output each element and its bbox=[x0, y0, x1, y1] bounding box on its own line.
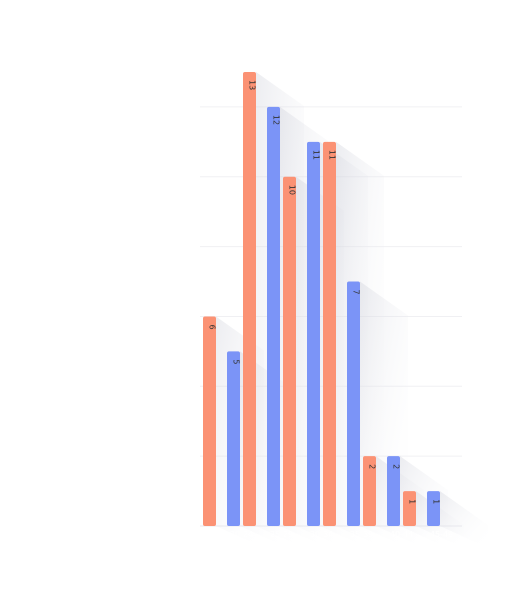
bar-40-44-series-1 bbox=[387, 456, 400, 526]
bar-40-44-series-1-value-label: 2 bbox=[392, 464, 401, 469]
bar-20-24-series-1 bbox=[227, 351, 240, 526]
bar-30-34-series-1-value-label: 11 bbox=[312, 150, 321, 160]
x-tick-label: 20-24 bbox=[230, 530, 253, 539]
bar-35-39-series-1 bbox=[347, 281, 360, 526]
bar-leading bbox=[203, 316, 216, 526]
bar-35-39-series-2-value-label: 2 bbox=[368, 464, 377, 469]
bar-45-49-series-1-shadow bbox=[440, 491, 488, 548]
bar-20-24-series-1-value-label: 5 bbox=[232, 359, 241, 364]
x-tick-label: 35-39 bbox=[350, 530, 373, 539]
x-tick-label: 40-44 bbox=[390, 530, 413, 539]
x-tick-label: 45-49 bbox=[430, 530, 453, 539]
bar-30-34-series-1 bbox=[307, 141, 320, 526]
bar-30-34-series-2-value-label: 11 bbox=[328, 150, 337, 160]
bar-leading-value-label: 6 bbox=[208, 324, 217, 329]
bar-25-29-series-1 bbox=[267, 106, 280, 526]
bar-25-29-series-2 bbox=[283, 176, 296, 526]
x-tick-labels: 20-24 25-29 30-34 35-39 40-44 45-49 bbox=[230, 530, 453, 539]
bar-40-44-series-2 bbox=[403, 491, 416, 526]
bar-35-39-series-2 bbox=[363, 456, 376, 526]
x-tick-label: 30-34 bbox=[310, 530, 333, 539]
bar-45-49-series-1-value-label: 1 bbox=[432, 499, 441, 504]
bar-25-29-series-1-value-label: 12 bbox=[272, 115, 281, 125]
bar-20-24-series-2-value-label: 13 bbox=[248, 80, 257, 90]
bar-25-29-series-2-value-label: 10 bbox=[288, 185, 297, 195]
bar-45-49-series-1 bbox=[427, 491, 440, 526]
bar-35-39-series-1-value-label: 7 bbox=[352, 290, 361, 295]
bars-group bbox=[203, 72, 440, 526]
bar-30-34-series-2 bbox=[323, 141, 336, 526]
bar-40-44-series-2-value-label: 1 bbox=[408, 499, 417, 504]
x-tick-label: 25-29 bbox=[270, 530, 293, 539]
bar-20-24-series-2 bbox=[243, 72, 256, 526]
